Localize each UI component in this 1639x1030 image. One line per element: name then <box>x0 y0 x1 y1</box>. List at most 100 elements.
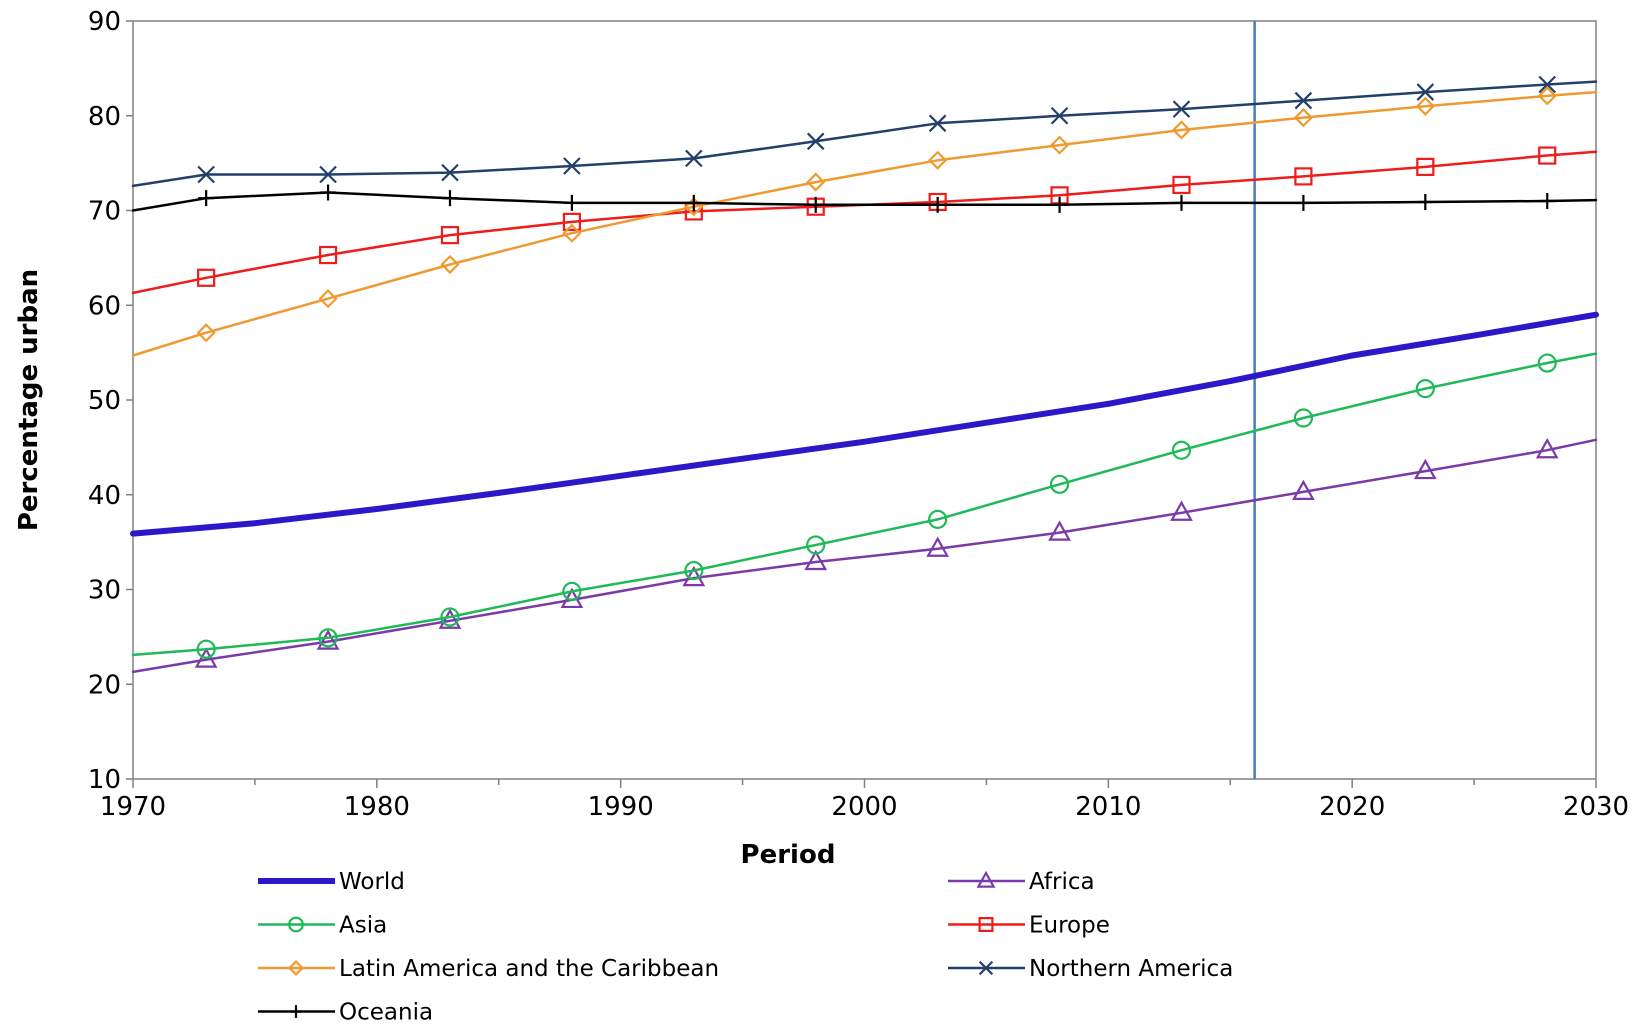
data-point-triangle <box>1048 520 1071 541</box>
data-point-circle <box>1293 408 1314 428</box>
data-point-diamond <box>440 254 460 275</box>
data-point-circle <box>196 639 216 659</box>
data-point-x <box>978 960 994 976</box>
data-point-x <box>685 149 703 168</box>
legend-label: Oceania <box>339 1000 433 1026</box>
data-point-square <box>440 226 460 245</box>
data-point-circle <box>288 916 304 933</box>
data-point-diamond <box>288 960 304 976</box>
data-point-plus <box>320 184 337 201</box>
series-line <box>131 191 1598 212</box>
data-point-triangle <box>1292 479 1315 501</box>
y-tick-label: 80 <box>88 102 121 132</box>
data-point-diamond <box>1171 120 1192 140</box>
data-point-plus <box>1539 193 1556 210</box>
y-tick-label: 90 <box>88 7 121 37</box>
data-point-square <box>1294 167 1313 186</box>
data-point-circle <box>318 628 338 648</box>
legend: World Africa Asia Europe Latin America and t… <box>258 869 1233 1026</box>
series-line <box>131 90 1598 357</box>
y-axis-title: Percentage urban <box>14 269 44 531</box>
data-point-x <box>1172 100 1191 118</box>
legend-label: Asia <box>339 913 387 939</box>
legend-item: Latin America and the Caribbean <box>258 956 719 982</box>
data-point-triangle <box>194 647 218 668</box>
y-tick-label: 40 <box>88 481 121 511</box>
x-tick-label: 2030 <box>1563 792 1629 822</box>
series-latin-america-and-the-caribbean <box>131 86 1598 357</box>
data-point-circle <box>928 509 948 529</box>
data-point-x <box>1416 83 1435 101</box>
series-line <box>130 311 1599 537</box>
data-point-square <box>318 245 338 265</box>
legend-label: World <box>339 869 405 895</box>
data-point-circle <box>1171 440 1192 460</box>
data-point-triangle <box>316 629 340 650</box>
data-point-plus <box>198 190 215 207</box>
data-point-square <box>978 916 994 932</box>
data-point-x <box>197 165 215 184</box>
data-point-x <box>1050 106 1069 125</box>
data-point-diamond <box>318 289 338 309</box>
data-point-plus <box>289 1005 303 1018</box>
data-point-triangle <box>804 549 828 571</box>
x-tick-label: 2000 <box>831 792 897 822</box>
series-asia <box>131 352 1598 659</box>
data-point-plus <box>685 194 702 211</box>
series-africa <box>131 437 1598 674</box>
data-point-square <box>1416 157 1435 177</box>
data-point-diamond <box>1537 86 1557 106</box>
data-point-square <box>562 212 582 231</box>
legend-item: Asia <box>258 913 387 939</box>
data-point-circle <box>1537 353 1557 373</box>
legend-item: Europe <box>948 913 1110 939</box>
legend-label: Africa <box>1029 869 1095 895</box>
data-point-x <box>319 165 337 184</box>
data-point-x <box>563 157 581 175</box>
data-point-diamond <box>1293 108 1313 128</box>
data-point-diamond <box>562 223 582 243</box>
data-point-circle <box>440 607 460 627</box>
data-point-triangle <box>1535 437 1559 459</box>
data-point-plus <box>441 190 458 207</box>
data-point-square <box>1172 175 1191 195</box>
data-point-x <box>928 114 947 133</box>
y-tick-label: 10 <box>88 765 121 795</box>
data-point-x <box>441 163 459 182</box>
x-tick-label: 2020 <box>1319 792 1385 822</box>
series-line <box>131 352 1598 657</box>
x-axis-title: Period <box>741 840 836 870</box>
data-point-triangle <box>926 536 950 557</box>
data-point-circle <box>562 581 582 601</box>
data-point-diamond <box>196 323 216 343</box>
x-tick-label: 1970 <box>100 792 166 822</box>
y-tick-label: 30 <box>88 576 121 606</box>
data-point-circle <box>806 535 826 555</box>
data-point-plus <box>929 196 946 213</box>
data-point-plus <box>807 196 824 213</box>
x-tick-label: 1980 <box>344 792 410 822</box>
y-tick-label: 20 <box>88 670 121 700</box>
y-tick-label: 70 <box>88 197 121 227</box>
data-point-x <box>1538 75 1557 94</box>
data-point-triangle <box>438 608 462 629</box>
data-point-circle <box>1415 379 1435 399</box>
series-europe <box>131 146 1598 295</box>
legend-label: Latin America and the Caribbean <box>339 956 719 982</box>
data-point-triangle <box>1413 458 1437 480</box>
data-point-square <box>197 268 216 287</box>
y-tick-label: 60 <box>88 291 121 321</box>
series-line <box>131 80 1598 188</box>
legend-item: Oceania <box>258 1000 433 1026</box>
data-point-plus <box>1051 196 1068 213</box>
data-point-plus <box>563 194 580 211</box>
legend-label: Europe <box>1029 913 1110 939</box>
data-point-square <box>1538 146 1557 165</box>
data-point-x <box>806 132 825 151</box>
x-tick-label: 2010 <box>1075 792 1141 822</box>
y-tick-label: 50 <box>88 386 121 416</box>
data-point-triangle <box>976 870 996 888</box>
data-point-diamond <box>1050 135 1070 155</box>
